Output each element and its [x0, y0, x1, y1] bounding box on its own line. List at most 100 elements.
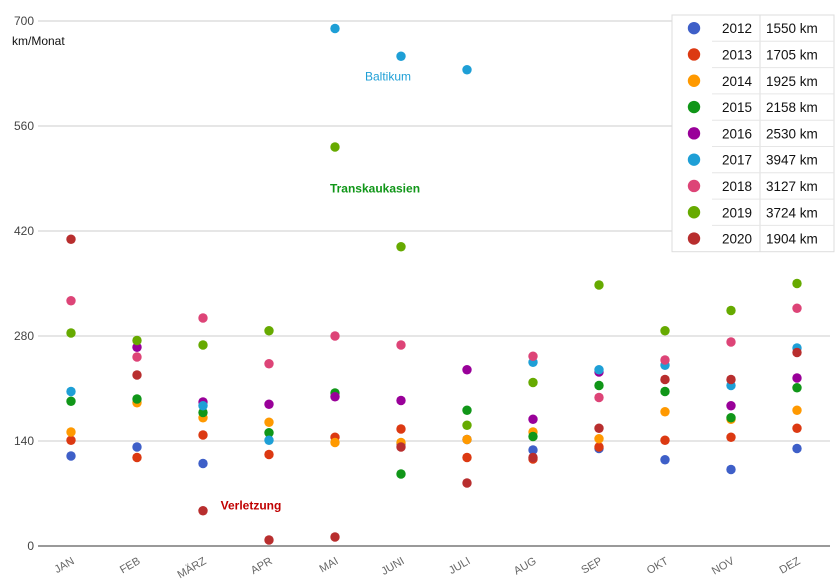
data-point-2016[interactable]: [396, 395, 406, 406]
data-point-2018[interactable]: [660, 355, 670, 365]
data-point-2020[interactable]: [594, 423, 604, 433]
data-point-2017[interactable]: [198, 401, 208, 411]
data-point-2019[interactable]: [66, 328, 76, 338]
data-point-2020[interactable]: [660, 374, 670, 385]
data-point-2013[interactable]: [660, 435, 670, 445]
data-point-2014[interactable]: [66, 427, 76, 437]
data-point-2020[interactable]: [792, 347, 802, 358]
data-point-2013[interactable]: [198, 430, 208, 440]
data-point-2020[interactable]: [66, 234, 76, 244]
legend-year: 2018: [722, 179, 752, 194]
data-point-2017[interactable]: [462, 65, 472, 75]
data-point-2015[interactable]: [726, 413, 736, 423]
data-point-2015[interactable]: [198, 407, 208, 418]
data-point-2017[interactable]: [264, 435, 274, 445]
data-point-2015[interactable]: [462, 405, 472, 415]
annotation-label: Transkaukasien: [330, 181, 420, 195]
data-point-2013[interactable]: [462, 452, 472, 463]
x-tick-label: NOV: [710, 555, 737, 578]
data-point-2012[interactable]: [132, 442, 142, 452]
data-point-2019[interactable]: [330, 142, 340, 152]
data-point-2012[interactable]: [726, 464, 736, 475]
data-point-2016[interactable]: [132, 342, 142, 352]
data-point-2015[interactable]: [528, 431, 538, 442]
data-point-2018[interactable]: [594, 392, 604, 403]
data-point-2018[interactable]: [330, 331, 340, 341]
data-point-2017[interactable]: [330, 23, 340, 34]
data-point-2018[interactable]: [396, 340, 406, 350]
legend-year: 2013: [722, 47, 752, 62]
data-point-2015[interactable]: [594, 380, 604, 391]
data-point-2020[interactable]: [264, 535, 274, 545]
data-point-2015[interactable]: [66, 396, 76, 406]
data-point-2018[interactable]: [528, 351, 538, 361]
data-points: [66, 23, 802, 545]
data-point-2013[interactable]: [66, 435, 76, 445]
x-tick-label: FEB: [118, 555, 143, 576]
data-point-2012[interactable]: [198, 458, 208, 469]
data-point-2013[interactable]: [264, 449, 274, 460]
legend-total: 2158 km: [766, 100, 818, 115]
data-point-2018[interactable]: [132, 352, 142, 362]
data-point-2019[interactable]: [462, 420, 472, 430]
x-tick-label: JUNI: [379, 555, 406, 578]
data-point-2016[interactable]: [330, 392, 340, 402]
data-point-2020[interactable]: [462, 478, 472, 488]
data-point-2014[interactable]: [462, 434, 472, 445]
data-point-2015[interactable]: [396, 469, 406, 479]
data-point-2013[interactable]: [396, 424, 406, 434]
data-point-2014[interactable]: [792, 405, 802, 415]
data-point-2013[interactable]: [726, 432, 736, 442]
data-point-2013[interactable]: [132, 452, 142, 463]
data-point-2018[interactable]: [792, 303, 802, 313]
data-point-2012[interactable]: [66, 451, 76, 461]
data-point-2018[interactable]: [66, 296, 76, 306]
data-point-2015[interactable]: [660, 386, 670, 397]
legend-marker: [687, 179, 701, 193]
data-point-2015[interactable]: [264, 428, 274, 438]
data-point-2017[interactable]: [594, 365, 604, 375]
data-point-2013[interactable]: [594, 442, 604, 452]
data-point-2018[interactable]: [198, 313, 208, 323]
data-point-2020[interactable]: [726, 374, 736, 385]
data-point-2016[interactable]: [528, 414, 538, 424]
data-point-2016[interactable]: [726, 401, 736, 411]
data-point-2017[interactable]: [66, 386, 76, 397]
data-point-2013[interactable]: [792, 423, 802, 433]
data-point-2015[interactable]: [132, 394, 142, 404]
data-point-2019[interactable]: [198, 340, 208, 350]
x-axis-ticks: JAN FEB MÄRZ APR MAI JUNI JULI AUG SEP OKT NOV DEZ: [53, 555, 803, 581]
data-point-2018[interactable]: [264, 359, 274, 369]
data-point-2012[interactable]: [660, 455, 670, 465]
data-point-2020[interactable]: [330, 532, 340, 542]
data-point-2020[interactable]: [132, 370, 142, 380]
data-point-2019[interactable]: [792, 278, 802, 289]
data-point-2016[interactable]: [792, 373, 802, 383]
data-point-2016[interactable]: [264, 399, 274, 409]
data-point-2016[interactable]: [462, 365, 472, 375]
legend-total: 1904 km: [766, 232, 818, 247]
legend-total: 1705 km: [766, 47, 818, 62]
data-point-2012[interactable]: [792, 443, 802, 454]
data-point-2017[interactable]: [396, 51, 406, 61]
legend-year: 2016: [722, 126, 752, 141]
data-point-2019[interactable]: [264, 326, 274, 336]
data-point-2019[interactable]: [132, 335, 142, 346]
data-point-2019[interactable]: [726, 305, 736, 316]
data-point-2019[interactable]: [528, 377, 538, 388]
data-point-2019[interactable]: [594, 280, 604, 290]
data-point-2012[interactable]: [528, 445, 538, 455]
data-point-2020[interactable]: [198, 506, 208, 516]
data-point-2020[interactable]: [528, 452, 538, 463]
data-point-2014[interactable]: [594, 434, 604, 444]
data-point-2014[interactable]: [264, 417, 274, 427]
data-point-2014[interactable]: [330, 437, 340, 448]
data-point-2019[interactable]: [660, 326, 670, 336]
data-point-2018[interactable]: [726, 337, 736, 347]
data-point-2019[interactable]: [396, 242, 406, 252]
data-point-2020[interactable]: [396, 442, 406, 452]
legend-marker: [687, 206, 701, 219]
legend-year: 2015: [722, 100, 752, 115]
data-point-2014[interactable]: [660, 407, 670, 417]
data-point-2015[interactable]: [792, 383, 802, 393]
